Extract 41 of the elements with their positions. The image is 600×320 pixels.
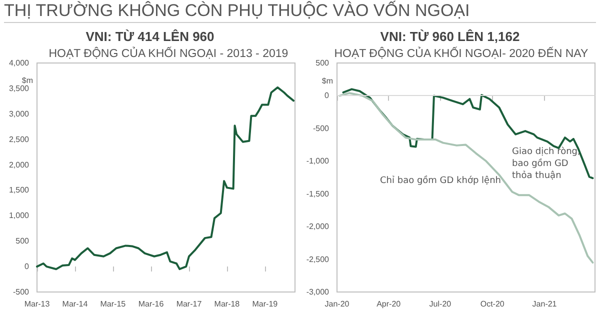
x-tick-label: Mar-13 [24,300,50,308]
y-tick-label: 500 [316,58,330,68]
series-label: Chỉ bao gồm GD khớp lệnh [380,175,501,186]
y-tick-label: 0 [324,91,330,100]
x-tick-label: Apr-20 [376,300,402,308]
chart-title: VNI: TỪ 414 LÊN 960 [86,29,214,44]
x-tick-label: Mar-18 [214,300,240,308]
y-tick-label: 3,500 [8,84,30,93]
chart-title: VNI: TỪ 960 LÊN 1,162 [380,29,520,44]
x-tick-label: Mar-14 [62,300,88,308]
y-tick-label: -3,000 [306,288,330,296]
x-tick-label: Oct-20 [480,300,505,308]
x-tick-label: Jan-20 [324,300,350,308]
line-series [36,86,295,270]
y-axis-title: $m [322,76,334,86]
line-series [338,92,594,264]
y-tick-label: 3,000 [8,109,30,118]
series-label: Giao dịch ròng, bao gồm GD thỏa thuận [512,146,584,181]
x-tick-label: Jul-20 [429,300,452,308]
chart-subtitle: HOẠT ĐỘNG CỦA KHỐI NGOẠI - 2013 - 2019 [48,46,288,60]
chart-subtitle: HOẠT ĐỘNG CỦA KHỐI NGOẠI- 2020 ĐẾN NAY [334,46,588,60]
y-tick-label: -2,500 [306,254,330,264]
x-tick-label: Mar-17 [176,300,202,308]
x-tick-label: Mar-19 [252,300,278,308]
y-tick-label: 500 [16,236,30,246]
y-tick-label: 1,500 [8,186,30,195]
x-tick-label: Mar-15 [100,300,126,308]
text: THỊ TRƯỜNG KHÔNG CÒN PHỤ THUỘC VÀO VỐN NGOẠI [4,0,596,23]
y-tick-label: -1,500 [306,189,330,198]
y-axis-title: $m [22,76,34,86]
y-tick-label: 2,500 [8,134,30,144]
x-tick-label: Mar-16 [138,300,164,308]
y-tick-label: 0 [24,262,30,272]
y-tick-label: -500 [12,288,30,296]
y-tick-label: -2,000 [306,222,330,232]
x-tick-label: Jan-21 [532,300,558,308]
y-tick-label: 4,000 [8,58,30,68]
y-tick-label: -1,000 [306,156,330,166]
y-tick-label: 1,000 [8,211,30,220]
y-tick-label: -500 [312,124,330,133]
y-tick-label: 2,000 [8,160,30,170]
